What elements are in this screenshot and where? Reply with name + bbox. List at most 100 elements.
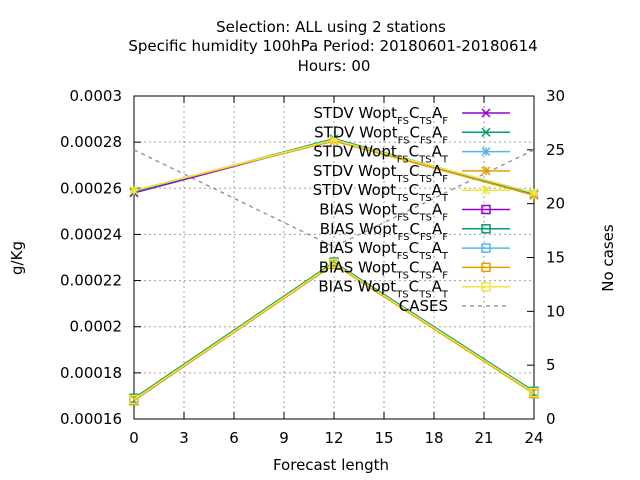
legend-label: STDV WoptFSCTSAT <box>313 143 449 166</box>
y-tick-label: 0.00028 <box>60 133 122 151</box>
axes: 0 3 6 9 12 15 18 21 24 0.00016 0.00018 0.0002 0.0002… <box>60 87 565 447</box>
legend-label-part: A <box>432 201 443 219</box>
y-tick-label: 0.0003 <box>70 87 123 105</box>
legend-label: STDV WoptTSCTSAF <box>313 162 448 185</box>
legend-marker <box>481 243 491 253</box>
legend-marker <box>481 204 491 215</box>
legend-label-part: A <box>432 162 443 180</box>
legend-label-part: FS <box>420 135 432 146</box>
legend-label: CASES <box>399 297 448 315</box>
chart-title-line-1: Selection: ALL using 2 stations <box>216 18 446 36</box>
legend-label-part: FS <box>397 251 409 262</box>
legend-label-part: C <box>409 201 419 219</box>
y2-tick-label: 30 <box>546 87 565 105</box>
legend-label-part: F <box>442 270 448 281</box>
legend-label: BIAS WoptFSCFSAF <box>320 220 448 243</box>
x-tick-label: 9 <box>279 429 289 447</box>
legend-label-part: T <box>441 154 449 165</box>
y-axis-label: g/Kg <box>8 241 26 275</box>
legend-entry: BIAS WoptTSCTSAT <box>318 278 510 301</box>
y2-tick-label: 5 <box>546 356 556 374</box>
series-5 <box>129 135 539 198</box>
series-10 <box>129 258 539 405</box>
legend-entry: STDV WoptFSCTSAT <box>313 143 510 166</box>
legend-label-part: T <box>441 251 449 262</box>
legend-entry: STDV WoptFSCFSAF <box>314 123 510 146</box>
series-11 <box>133 149 535 248</box>
legend-label-part: C <box>409 181 419 199</box>
y2-axis-label: No cases <box>599 224 617 292</box>
legend-label-part: C <box>409 239 419 257</box>
legend-label-part: TS <box>396 173 409 184</box>
legend-label-part: TS <box>418 154 431 165</box>
data-point <box>529 387 539 398</box>
legend-label-part: TS <box>395 289 408 300</box>
legend-label-part: STDV Wopt <box>313 181 397 199</box>
legend-label-part: TS <box>419 116 432 127</box>
legend-label-part: TS <box>419 270 432 281</box>
y2-tick-label: 10 <box>546 302 565 320</box>
x-tick-label: 0 <box>129 429 139 447</box>
legend-label-part: STDV Wopt <box>314 123 398 141</box>
legend-label-part: A <box>432 123 443 141</box>
legend-label-part: TS <box>418 193 431 204</box>
legend-label-part: STDV Wopt <box>313 143 397 161</box>
legend-label-part: STDV Wopt <box>313 162 397 180</box>
data-point <box>329 258 339 269</box>
x-tick-label: 24 <box>524 429 543 447</box>
legend-label-part: FS <box>398 135 410 146</box>
legend-label-part: STDV Wopt <box>314 104 398 122</box>
data-point <box>129 394 139 405</box>
chart-title: Selection: ALL using 2 stations Specific… <box>128 18 537 75</box>
x-axis-label: Forecast length <box>273 456 389 474</box>
legend-label-part: C <box>409 258 419 276</box>
y-tick-label: 0.00024 <box>60 225 122 243</box>
legend-label-part: A <box>432 181 443 199</box>
x-tick-label: 12 <box>324 429 343 447</box>
legend-label-part: BIAS Wopt <box>319 239 397 257</box>
legend-marker <box>481 108 491 118</box>
legend-label-part: TS <box>418 289 431 300</box>
legend-marker <box>481 127 491 137</box>
legend-label-part: A <box>432 258 443 276</box>
series-line <box>133 261 535 399</box>
legend-label-part: FS <box>420 231 432 242</box>
x-tick-label: 21 <box>474 429 493 447</box>
y2-tick-label: 15 <box>546 249 565 267</box>
y-tick-label: 0.00016 <box>60 410 122 428</box>
legend-label-part: F <box>442 173 448 184</box>
legend-entry: STDV WoptTSCTSAT <box>313 181 510 204</box>
legend-label: STDV WoptTSCTSAT <box>313 181 449 204</box>
legend-entry: STDV WoptTSCTSAF <box>313 162 510 185</box>
y2-tick-label: 0 <box>546 410 556 428</box>
legend-label: BIAS WoptTSCTSAT <box>318 278 449 301</box>
legend-label-part: F <box>442 135 448 146</box>
series-line <box>133 262 535 401</box>
legend-label-part: C <box>410 220 420 238</box>
chart-title-line-3: Hours: 00 <box>298 57 371 75</box>
legend-label-part: CASES <box>399 297 448 315</box>
legend-label-part: BIAS Wopt <box>320 220 398 238</box>
series <box>129 134 539 406</box>
legend-label-part: A <box>432 239 443 257</box>
legend-label-part: C <box>409 278 419 296</box>
y-tick-label: 0.0002 <box>70 318 123 336</box>
legend-label: BIAS WoptFSCTSAT <box>319 239 449 262</box>
legend-label: STDV WoptFSCFSAF <box>314 123 448 146</box>
y-tick-label: 0.00026 <box>60 179 122 197</box>
legend-marker <box>481 224 491 234</box>
legend-marker <box>481 262 491 273</box>
legend-label-part: C <box>409 162 419 180</box>
legend-entry: STDV WoptFSCTSAF <box>314 104 510 127</box>
legend-label-part: TS <box>419 173 432 184</box>
y-tick-label: 0.00018 <box>60 364 122 382</box>
legend-label-part: BIAS Wopt <box>318 278 396 296</box>
y-tick-label: 0.00022 <box>60 272 122 290</box>
y2-tick-label: 25 <box>546 141 565 159</box>
legend-label-part: TS <box>395 193 408 204</box>
legend-label-part: T <box>441 193 449 204</box>
legend-entry: BIAS WoptFSCTSAF <box>319 201 510 223</box>
legend-label-part: C <box>410 123 420 141</box>
x-tick-label: 6 <box>229 429 239 447</box>
